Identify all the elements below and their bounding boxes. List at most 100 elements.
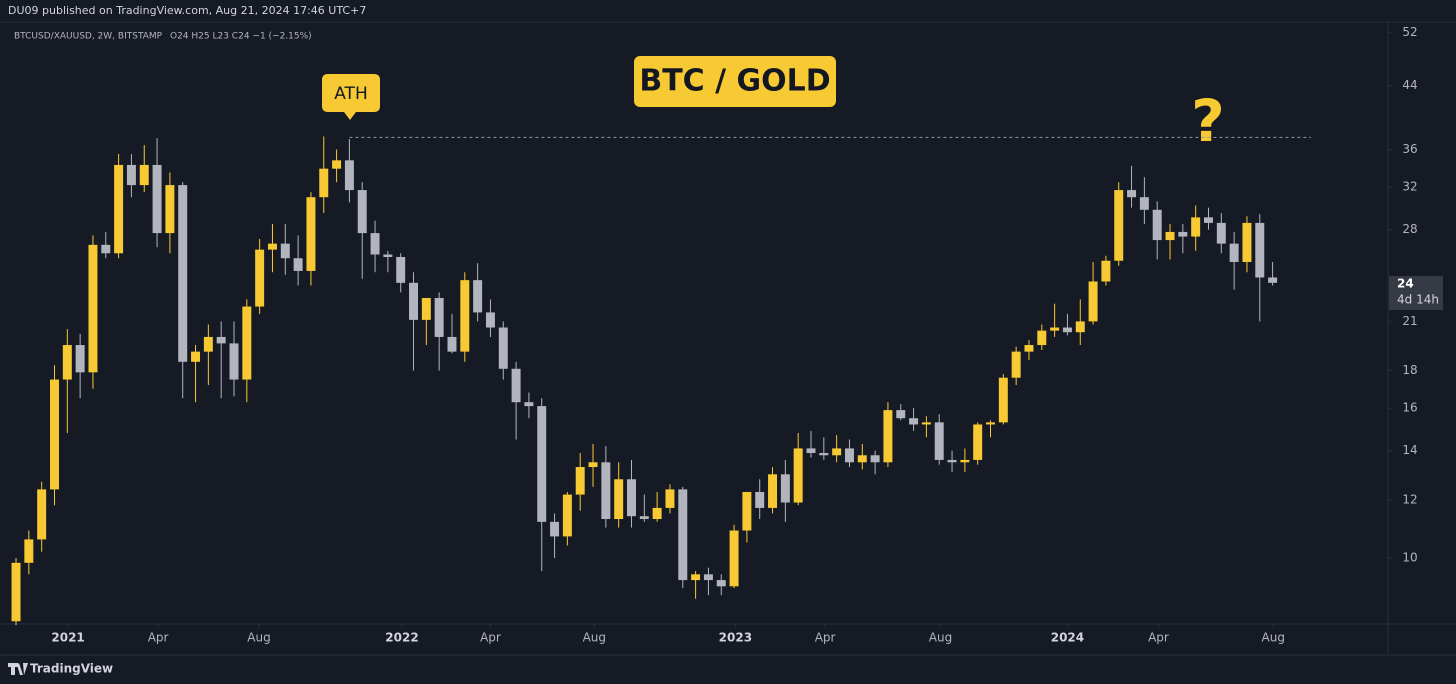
brand-logo xyxy=(8,663,28,675)
candle-body xyxy=(421,297,431,320)
candle-body xyxy=(370,233,380,255)
chart-title: BTC / GOLD xyxy=(639,64,830,99)
candle-body xyxy=(986,422,996,425)
candle-body xyxy=(627,479,636,517)
candle-body xyxy=(1216,222,1226,244)
candle-body xyxy=(1114,190,1124,261)
x-tick-label: 2022 xyxy=(385,631,418,645)
price-label-box xyxy=(1389,276,1443,310)
candle-body xyxy=(473,280,483,313)
title-box xyxy=(634,56,836,107)
x-tick-label: 2023 xyxy=(719,631,752,645)
candle-body xyxy=(50,379,59,490)
candle-body xyxy=(588,462,598,468)
candle-body xyxy=(665,489,675,508)
candle-body xyxy=(1255,222,1265,278)
ath-label: ATH xyxy=(334,84,367,104)
candle-body xyxy=(485,312,495,328)
y-tick-label: 18 xyxy=(1402,363,1417,377)
candle-body xyxy=(1204,217,1213,223)
y-tick-label: 36 xyxy=(1402,142,1417,156)
candle-body xyxy=(844,448,854,463)
candle-body xyxy=(229,343,239,380)
candle-body xyxy=(947,459,957,463)
candle-body xyxy=(357,190,367,234)
question-mark: ? xyxy=(1191,87,1225,155)
candle-body xyxy=(742,491,752,531)
candle-body xyxy=(152,164,162,234)
candle-body xyxy=(729,530,739,587)
plot-area xyxy=(11,136,1278,626)
candle-body xyxy=(921,422,931,425)
candle-body xyxy=(37,489,47,540)
y-tick-label: 16 xyxy=(1402,401,1417,415)
countdown: 4d 14h xyxy=(1397,293,1439,307)
candle-body xyxy=(691,574,701,581)
candle-body xyxy=(934,422,944,460)
candle-body xyxy=(780,474,790,503)
candle-body xyxy=(178,185,188,362)
candle-body xyxy=(1165,231,1175,241)
candle-body xyxy=(575,467,585,495)
candle-body xyxy=(1037,330,1047,346)
candle-body xyxy=(1075,321,1085,333)
x-tick-label: Aug xyxy=(583,631,606,645)
x-tick-label: 2024 xyxy=(1051,631,1084,645)
candle-body xyxy=(819,452,829,456)
candle-body xyxy=(114,164,124,254)
x-tick-label: Aug xyxy=(1262,631,1285,645)
candle-body xyxy=(716,580,726,587)
candle-body xyxy=(1242,222,1252,262)
candle-body xyxy=(614,479,624,520)
candle-body xyxy=(562,494,572,537)
candle-body xyxy=(75,345,85,373)
candle-body xyxy=(678,489,688,581)
publisher: DU09 published on TradingView.com, Aug 2… xyxy=(8,4,366,17)
candle-body xyxy=(1229,243,1239,262)
y-tick-label: 44 xyxy=(1402,78,1417,92)
candle-body xyxy=(434,297,444,337)
candle-body xyxy=(960,459,970,463)
candle-body xyxy=(1088,281,1098,322)
candle-body xyxy=(165,185,175,234)
candle-body xyxy=(1191,217,1201,237)
candle-body xyxy=(755,491,765,508)
ohlc: O24 H25 L23 C24 −1 (−2.15%) xyxy=(170,32,312,42)
candle-body xyxy=(870,455,880,463)
candle-body xyxy=(1062,327,1072,333)
candle-body xyxy=(524,402,534,407)
candle-body xyxy=(601,462,611,520)
candle-body xyxy=(396,256,406,283)
candle-body xyxy=(1011,351,1021,378)
candle-body xyxy=(639,516,649,520)
brand: TradingView xyxy=(30,662,113,676)
candle-body xyxy=(793,448,803,503)
candle-body xyxy=(883,410,893,463)
y-tick-label: 14 xyxy=(1402,443,1417,457)
candle-body xyxy=(306,197,316,271)
x-tick-label: Apr xyxy=(1148,631,1169,645)
candle-body xyxy=(203,336,213,352)
candle-body xyxy=(344,160,354,191)
x-tick-label: Apr xyxy=(148,631,169,645)
candle-body xyxy=(62,345,72,380)
candle-body xyxy=(1050,327,1060,331)
symbol: BTCUSD/XAUUSD, 2W, BITSTAMP xyxy=(14,32,163,42)
x-tick-label: 2021 xyxy=(51,631,84,645)
candle-body xyxy=(255,249,265,307)
candle-body xyxy=(537,406,547,522)
x-tick-label: Aug xyxy=(247,631,270,645)
candle-body xyxy=(511,368,521,403)
y-tick-label: 10 xyxy=(1402,550,1417,564)
y-tick-label: 28 xyxy=(1402,222,1417,236)
candle-body xyxy=(703,574,713,581)
candle-body xyxy=(24,539,34,563)
x-tick-label: Apr xyxy=(480,631,501,645)
candle-body xyxy=(88,244,98,373)
candle-body xyxy=(652,507,662,520)
y-tick-label: 21 xyxy=(1402,314,1417,328)
x-tick-label: Apr xyxy=(815,631,836,645)
candle-body xyxy=(216,336,226,344)
candle-body xyxy=(973,424,983,460)
